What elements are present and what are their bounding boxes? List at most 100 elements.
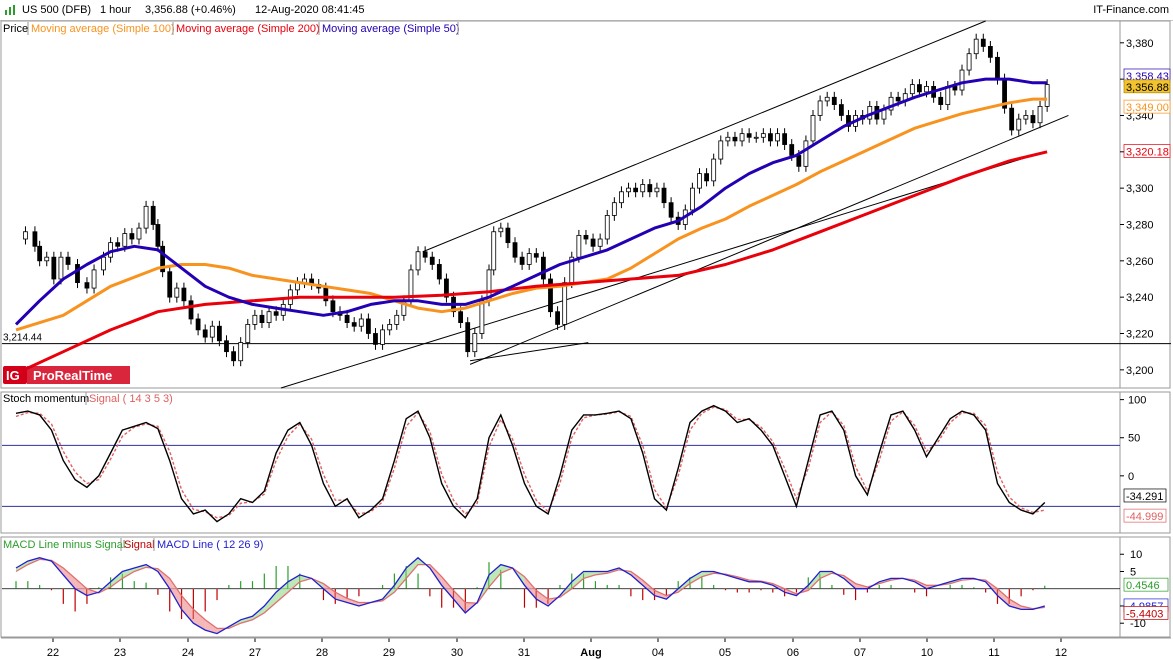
candle-body bbox=[323, 287, 329, 302]
candle-body bbox=[583, 234, 589, 240]
macd-tick-label: 5 bbox=[1130, 566, 1136, 578]
candle-body bbox=[1023, 115, 1029, 120]
logo-bar bbox=[27, 366, 130, 384]
candle-body bbox=[619, 191, 624, 204]
logo-prorealtime: ProRealTime bbox=[33, 368, 112, 383]
candle-body bbox=[838, 104, 844, 116]
candle-body bbox=[195, 318, 201, 331]
candle-body bbox=[245, 324, 251, 343]
legend-stoch-signal: Signal ( 14 3 5 3) bbox=[89, 393, 173, 405]
x-tick-label: 24 bbox=[182, 647, 194, 659]
macd-cloud-segment bbox=[500, 564, 513, 574]
macd-cloud-segment bbox=[181, 595, 194, 624]
stoch-value-tag-label-signal: -44.999 bbox=[1126, 511, 1163, 523]
candle-body bbox=[1037, 105, 1043, 124]
candle-body bbox=[760, 133, 766, 138]
macd-cloud-segment bbox=[276, 581, 288, 603]
macd-cloud-segment bbox=[583, 571, 596, 579]
candle-body bbox=[387, 324, 393, 331]
price-tick-label: 3,260 bbox=[1126, 256, 1154, 268]
candle-body bbox=[479, 300, 485, 334]
candle-body bbox=[973, 38, 979, 55]
last-price-change: 3,356.88 (+0.46%) bbox=[145, 4, 236, 16]
candle-body bbox=[273, 311, 279, 316]
candle-body bbox=[1030, 115, 1036, 124]
candle-body bbox=[604, 215, 610, 240]
legend-ma200: Moving average (Simple 200) bbox=[176, 23, 320, 35]
candle-body bbox=[846, 115, 851, 127]
candle-body bbox=[330, 300, 336, 313]
candle-body bbox=[23, 231, 28, 240]
candle-body bbox=[224, 340, 229, 353]
candle-body bbox=[987, 46, 993, 58]
candle-body bbox=[150, 205, 156, 225]
macd-cloud-segment bbox=[75, 578, 87, 596]
candle-body bbox=[84, 282, 90, 289]
candle-body bbox=[924, 86, 929, 93]
candle-body bbox=[895, 96, 901, 102]
trendline-0 bbox=[422, 20, 986, 253]
candle-body bbox=[753, 136, 759, 139]
trendline-1 bbox=[469, 115, 1069, 365]
macd-value-tag-signal bbox=[1123, 606, 1169, 620]
candle-body bbox=[810, 115, 816, 142]
candle-body bbox=[647, 184, 653, 193]
macd-cloud-segment bbox=[110, 571, 123, 587]
legend-ma50: Moving average (Simple 50) bbox=[322, 23, 460, 35]
candle-body bbox=[458, 311, 464, 323]
candle-body bbox=[129, 233, 135, 240]
legend-macd-signal: Signal bbox=[124, 539, 155, 551]
candle-body bbox=[351, 322, 357, 327]
macd-cloud-segment bbox=[16, 561, 28, 572]
candle-body bbox=[654, 187, 660, 193]
candle-body bbox=[160, 245, 166, 273]
macd-cloud-segment bbox=[642, 580, 655, 596]
price-tick-label: 3,200 bbox=[1126, 365, 1154, 377]
candle-body bbox=[181, 287, 187, 302]
candle-body bbox=[252, 314, 258, 325]
stoch-frame bbox=[0, 391, 1171, 534]
macd-cloud-segment bbox=[264, 592, 277, 613]
candle-body bbox=[51, 256, 57, 280]
candle-body bbox=[718, 140, 724, 160]
price-frame bbox=[0, 20, 1171, 389]
candle-body bbox=[415, 251, 421, 271]
macd-cloud-segment bbox=[678, 578, 691, 593]
timeframe: 1 hour bbox=[100, 4, 132, 16]
candle-body bbox=[540, 256, 546, 280]
candle-body bbox=[711, 158, 717, 182]
value-tag-label-price: 3,356.88 bbox=[1126, 82, 1169, 94]
candle-body bbox=[1016, 118, 1022, 131]
candle-body bbox=[555, 311, 560, 325]
candle-body bbox=[58, 256, 64, 280]
candle-body bbox=[789, 144, 795, 156]
candle-body bbox=[831, 96, 837, 105]
candle-body bbox=[633, 187, 639, 193]
macd-cloud-segment bbox=[205, 619, 218, 634]
macd-cloud-segment bbox=[134, 564, 147, 572]
candle-body bbox=[881, 109, 887, 120]
stoch-tick-label: 0 bbox=[1128, 471, 1134, 483]
candle-body bbox=[75, 264, 80, 284]
x-tick-label: 04 bbox=[652, 647, 664, 659]
candle-body bbox=[44, 256, 50, 262]
instrument-icon bbox=[4, 4, 16, 16]
x-tick-label: 23 bbox=[114, 647, 126, 659]
candle-body bbox=[959, 69, 965, 91]
macd-cloud-segment bbox=[997, 588, 1010, 606]
macd-cloud-segment bbox=[630, 571, 643, 586]
candle-body bbox=[746, 133, 752, 138]
candle-body bbox=[115, 242, 121, 247]
stoch-line bbox=[15, 404, 1046, 523]
candle-body bbox=[689, 187, 695, 211]
candle-body bbox=[1009, 107, 1015, 131]
candle-body bbox=[266, 311, 272, 323]
x-tick-label: 30 bbox=[451, 647, 463, 659]
trendline-3 bbox=[470, 342, 589, 362]
macd-line bbox=[15, 556, 1045, 635]
stoch-value-tag-signal bbox=[1123, 508, 1167, 523]
logo-ig-text: IG bbox=[6, 368, 20, 383]
candle-body bbox=[202, 329, 208, 338]
price-tick-label: 3,280 bbox=[1126, 219, 1154, 231]
macd-cloud-segment bbox=[240, 616, 253, 624]
